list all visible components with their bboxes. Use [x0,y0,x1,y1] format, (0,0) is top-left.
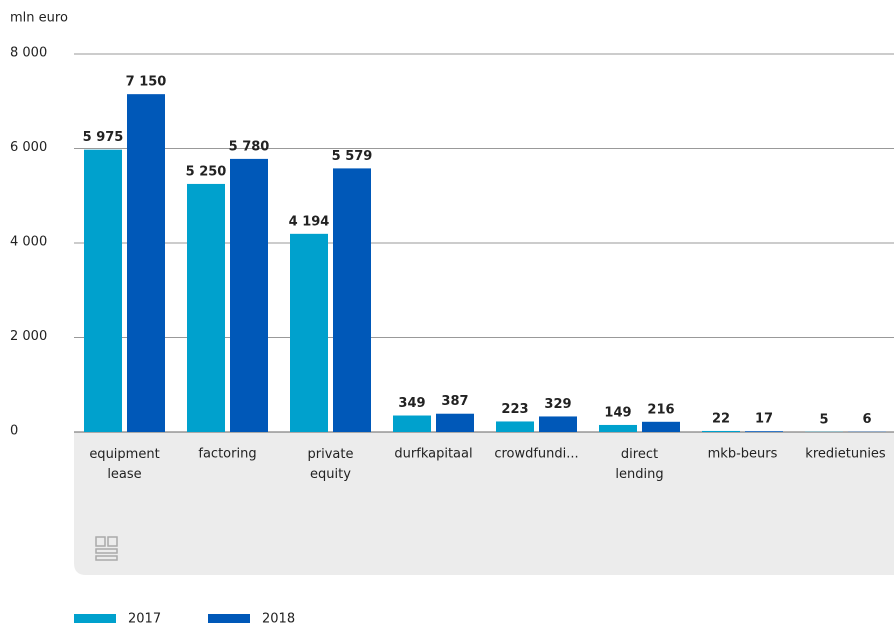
y-tick-label: 4 000 [10,235,47,250]
x-tick-label: kredietunies [805,447,886,462]
value-label: 4 194 [289,214,330,229]
value-label: 17 [755,412,773,427]
y-tick-label: 6 000 [10,140,47,155]
x-tick-label: private equity [308,447,354,482]
bar [745,431,783,432]
value-label: 6 [862,412,871,427]
bar [496,421,534,432]
value-label: 387 [441,394,468,409]
value-label: 7 150 [126,75,167,90]
x-tick-label: equipment lease [89,447,159,482]
y-tick-label: 0 [10,424,18,439]
bar [230,158,268,432]
bar [436,413,474,432]
bar [599,424,637,432]
x-tick-label: direct lending [615,447,663,482]
y-axis-label: mln euro [10,11,68,26]
bar [187,183,225,432]
legend-label: 2018 [262,612,295,627]
value-label: 5 [819,412,828,427]
value-label: 22 [712,411,730,426]
legend-swatch [74,614,116,623]
x-tick-label: factoring [198,447,256,462]
value-label: 329 [544,397,571,412]
y-tick-label: 2 000 [10,329,47,344]
logo [95,536,118,561]
value-label: 5 579 [332,149,373,164]
y-tick-label: 8 000 [10,46,47,61]
value-label: 216 [647,402,674,417]
legend-label: 2017 [128,612,161,627]
x-tick-label: mkb-beurs [708,447,778,462]
legend-swatch [208,614,250,623]
x-tick-label: crowdfundi... [494,447,578,462]
value-label: 5 780 [229,139,270,154]
x-tick-label: durfkapitaal [394,447,472,462]
bar [642,421,680,432]
value-label: 349 [398,396,425,411]
bar [290,233,328,432]
bar [539,416,577,432]
value-label: 223 [501,402,528,417]
bar [702,430,740,432]
bar [84,149,122,432]
label-panel [74,432,894,575]
value-label: 149 [604,405,631,420]
value-label: 5 975 [83,130,124,145]
value-label: 5 250 [186,164,227,179]
bar [333,168,371,432]
bar [393,415,431,432]
bar [127,94,165,432]
